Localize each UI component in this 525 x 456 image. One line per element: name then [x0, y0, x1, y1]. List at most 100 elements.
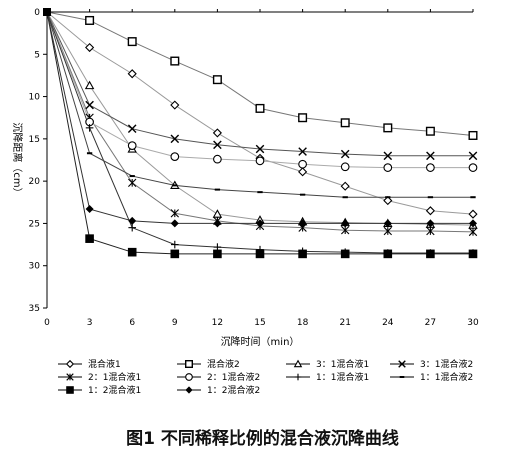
- data-point: [85, 100, 94, 110]
- legend-label: 1：2混合液1: [88, 384, 141, 396]
- x-tick-label: 18: [297, 318, 309, 328]
- series-markers: [43, 8, 478, 259]
- x-tick-label: 21: [339, 318, 350, 328]
- data-point: [298, 159, 307, 169]
- data-point: [340, 162, 350, 172]
- data-point: [213, 249, 222, 259]
- series-line-6: [46, 11, 473, 169]
- y-tick-label: 10: [29, 93, 41, 103]
- data-point: [340, 149, 350, 159]
- legend-label: 1：1混合液2: [420, 371, 473, 383]
- data-point: [128, 178, 137, 188]
- legend-marker: [294, 373, 302, 381]
- data-point: [170, 134, 180, 144]
- data-point: [213, 219, 222, 228]
- data-point: [298, 219, 307, 228]
- y-tick-label: 35: [29, 304, 40, 314]
- data-point: [170, 219, 179, 228]
- data-point: [383, 249, 393, 259]
- data-point: [212, 128, 222, 138]
- data-point: [255, 103, 265, 113]
- data-point: [298, 147, 307, 156]
- data-point: [128, 216, 137, 225]
- data-point: [468, 219, 478, 228]
- data-point: [255, 219, 265, 228]
- legend-label: 3：1混合液1: [316, 358, 369, 370]
- data-point: [426, 163, 435, 172]
- data-point: [170, 249, 180, 259]
- data-point: [170, 209, 179, 218]
- legend-item: 混合液2: [177, 358, 240, 370]
- legend-item: 混合液1: [58, 358, 121, 370]
- data-point: [212, 209, 223, 218]
- y-tick-label: 15: [29, 135, 40, 145]
- data-point: [298, 167, 308, 177]
- data-point: [171, 240, 179, 249]
- legend-label: 混合液1: [88, 358, 121, 370]
- chart-axes: 0 5 10 15 20 25 30 35 0 3 6 9 12 15 18 21 24 27 30: [29, 8, 479, 328]
- legend-label: 混合液2: [207, 358, 240, 370]
- data-point: [426, 219, 435, 228]
- legend-marker: [185, 386, 193, 394]
- data-point: [213, 154, 222, 164]
- data-point: [85, 42, 95, 53]
- legend: 混合液1 混合液2 3：1混合液1 3：1混合液2 2：1混合液1 2：1混合液2 1：1混…: [58, 358, 473, 396]
- data-point: [170, 100, 180, 110]
- data-point: [425, 126, 435, 136]
- y-tick-label: 25: [29, 219, 40, 229]
- origin-point: [43, 8, 51, 16]
- legend-item: 2：1混合液1: [58, 371, 141, 383]
- legend-item: 3：1混合液1: [286, 358, 369, 370]
- y-tick-label: 20: [29, 177, 41, 187]
- y-tick-label: 30: [29, 262, 41, 272]
- legend-label: 2：1混合液1: [88, 371, 141, 383]
- data-point: [298, 113, 308, 123]
- figure-caption: 图1 不同稀释比例的混合液沉降曲线: [126, 429, 399, 449]
- data-point: [468, 227, 478, 237]
- data-point: [341, 219, 350, 228]
- data-point: [127, 124, 137, 134]
- x-tick-label: 27: [425, 318, 436, 328]
- data-point: [341, 226, 350, 235]
- data-point: [127, 141, 137, 150]
- legend-marker: [185, 373, 193, 381]
- legend-marker: [398, 360, 406, 368]
- legend-marker: [66, 373, 74, 381]
- legend-marker: [293, 359, 303, 368]
- legend-label: 3：1混合液2: [420, 358, 473, 370]
- data-point: [85, 124, 94, 132]
- legend-item: 3：1混合液2: [390, 358, 473, 370]
- series-line-5: [46, 11, 474, 233]
- data-point: [85, 234, 94, 243]
- legend-label: 2：1混合液2: [207, 371, 260, 383]
- x-tick-label: 12: [212, 318, 223, 328]
- legend-label: 1：2混合液2: [207, 384, 260, 396]
- legend-item: 1：1混合液1: [286, 371, 369, 383]
- data-point: [340, 118, 350, 128]
- legend-item: 1：1混合液2: [390, 371, 473, 383]
- data-point: [127, 247, 137, 257]
- x-tick-label: 30: [467, 318, 479, 328]
- x-axis-title: 沉降时间（min）: [221, 335, 300, 348]
- data-point: [426, 226, 435, 236]
- legend-item: 1：2混合液2: [177, 384, 260, 396]
- data-point: [425, 206, 435, 216]
- data-point: [383, 226, 392, 236]
- data-point: [426, 151, 435, 161]
- x-tick-label: 24: [382, 318, 394, 328]
- legend-item: 2：1混合液2: [177, 371, 260, 383]
- data-point: [255, 144, 265, 154]
- data-point: [468, 249, 478, 259]
- series-line-1: [46, 11, 474, 215]
- data-point: [212, 75, 222, 85]
- data-point: [127, 37, 137, 47]
- y-tick-label: 0: [34, 8, 40, 18]
- y-axis-title: 沉降距离（cm）: [11, 122, 24, 197]
- settling-curve-chart: 0 5 10 15 20 25 30 35 0 3 6 9 12 15 18 21 24 27 30 沉降时间（mi…: [11, 8, 479, 396]
- data-point: [85, 205, 94, 214]
- y-tick-label: 5: [34, 50, 40, 60]
- data-point: [468, 163, 478, 172]
- x-tick-label: 0: [44, 318, 50, 328]
- legend-marker: [66, 386, 74, 394]
- data-point: [426, 249, 435, 259]
